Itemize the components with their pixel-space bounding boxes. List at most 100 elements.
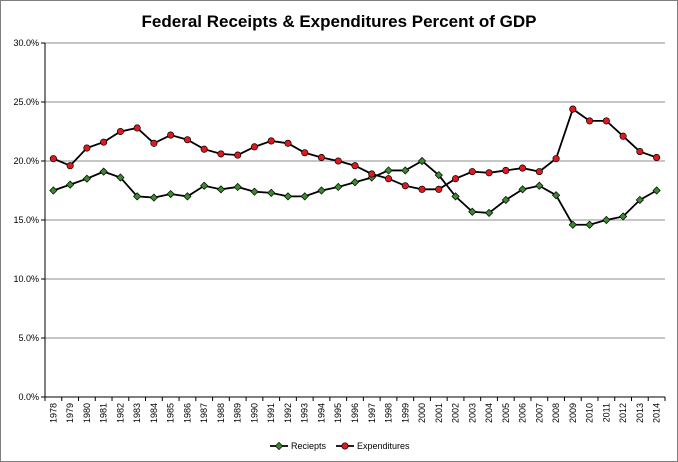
- x-tick-label: 2010: [585, 403, 595, 423]
- reciepts-point: [300, 192, 309, 201]
- y-tick-label: 10.0%: [13, 274, 39, 284]
- x-tick-label: 2004: [484, 403, 494, 423]
- x-tick-label: 2008: [551, 403, 561, 423]
- expenditures-point: [284, 139, 292, 147]
- reciepts-point: [350, 178, 360, 187]
- y-tick-label: 0.0%: [18, 392, 39, 402]
- reciepts-point: [484, 208, 494, 218]
- reciepts-point: [267, 188, 276, 197]
- expenditures-point: [435, 185, 443, 193]
- reciepts-point: [283, 192, 293, 201]
- reciepts-point: [602, 215, 611, 225]
- reciepts-point: [585, 220, 594, 229]
- x-tick-label: 1984: [149, 403, 159, 423]
- y-tick-label: 30.0%: [13, 38, 39, 48]
- expenditures-point: [569, 105, 577, 113]
- reciepts-point: [652, 186, 661, 195]
- expenditures-point: [401, 182, 409, 190]
- reciepts-point: [49, 186, 58, 195]
- x-tick-label: 2014: [652, 403, 662, 423]
- x-tick-label: 1996: [350, 403, 360, 423]
- legend-label: Expenditures: [357, 441, 410, 451]
- expenditures-point: [519, 164, 527, 172]
- x-tick-label: 1981: [99, 403, 109, 423]
- reciepts-point: [116, 173, 125, 182]
- legend-marker: [341, 442, 349, 450]
- x-axis-ticks: 1978 1979 1980 1981 1982 1983 1984 1985 1986 1987…: [48, 403, 661, 423]
- reciepts-point: [200, 181, 209, 190]
- y-tick-label: 5.0%: [18, 333, 39, 343]
- reciepts-point: [183, 192, 192, 201]
- expenditures-point: [116, 127, 124, 136]
- reciepts-point: [551, 191, 561, 200]
- x-tick-label: 1982: [115, 403, 125, 423]
- reciepts-point: [166, 189, 175, 199]
- reciepts-point: [149, 193, 159, 202]
- x-tick-label: 2006: [518, 403, 528, 423]
- x-tick-label: 1993: [300, 403, 310, 423]
- x-tick-label: 1980: [82, 403, 92, 423]
- y-axis-ticks: 0.0% 5.0% 10.0% 15.0% 20.0% 25.0% 30.0%: [13, 38, 39, 402]
- reciepts-point: [518, 185, 527, 194]
- reciepts-point: [250, 187, 259, 196]
- x-tick-label: 2012: [618, 403, 628, 423]
- expenditures-point: [468, 168, 476, 176]
- legend-label: Reciepts: [291, 441, 327, 451]
- x-tick-label: 1992: [283, 403, 293, 423]
- x-tick-label: 1995: [333, 403, 343, 423]
- gridlines: [41, 42, 666, 401]
- expenditures-point: [100, 138, 108, 146]
- reciepts-point: [451, 192, 460, 201]
- x-tick-label: 1994: [316, 403, 326, 423]
- expenditures-point: [602, 117, 610, 125]
- reciepts-point: [99, 167, 108, 176]
- expenditures-point: [451, 175, 460, 183]
- x-tick-label: 1983: [132, 403, 142, 423]
- x-tick-label: 1985: [166, 403, 176, 423]
- reciepts-point: [434, 171, 443, 180]
- expenditures-point: [66, 162, 74, 170]
- legend: Reciepts Expenditures: [270, 441, 410, 451]
- x-tick-label: 1986: [182, 403, 192, 423]
- expenditures-point: [167, 131, 175, 139]
- reciepts-point: [401, 166, 410, 175]
- expenditures-point: [133, 124, 141, 132]
- reciepts-point: [216, 185, 226, 194]
- y-tick-label: 20.0%: [13, 156, 39, 166]
- x-tick-label: 1987: [199, 403, 209, 423]
- reciepts-point: [233, 182, 242, 192]
- x-tick-label: 1979: [65, 403, 75, 423]
- expenditures-point: [267, 137, 275, 145]
- x-tick-label: 2007: [534, 403, 544, 423]
- expenditures-point: [384, 175, 393, 183]
- expenditures-point: [250, 143, 259, 151]
- reciepts-point: [82, 174, 91, 183]
- expenditures-point: [150, 139, 158, 147]
- chart-title: Federal Receipts & Expenditures Percent …: [141, 12, 537, 31]
- x-tick-label: 2000: [417, 403, 427, 423]
- expenditures-point: [418, 185, 426, 193]
- reciepts-point: [317, 186, 326, 195]
- expenditures-point: [334, 157, 342, 165]
- expenditures-point: [183, 136, 191, 144]
- expenditures-point: [368, 170, 376, 178]
- expenditures-point: [49, 155, 57, 163]
- expenditures-point: [317, 153, 326, 162]
- reciepts-point: [635, 195, 644, 205]
- expenditures-line: [53, 107, 657, 191]
- x-tick-label: 1978: [48, 403, 58, 423]
- expenditures-point: [636, 148, 644, 156]
- reciepts-point: [568, 220, 577, 229]
- x-tick-label: 2011: [601, 403, 611, 422]
- x-tick-label: 1989: [233, 403, 243, 423]
- reciepts-line: [53, 159, 658, 226]
- expenditures-point: [83, 144, 91, 152]
- reciepts-point: [334, 182, 343, 192]
- expenditures-point: [586, 117, 594, 125]
- expenditures-point: [351, 162, 359, 170]
- expenditures-point: [535, 168, 543, 176]
- reciepts-point: [501, 195, 510, 205]
- expenditures-point: [485, 169, 493, 177]
